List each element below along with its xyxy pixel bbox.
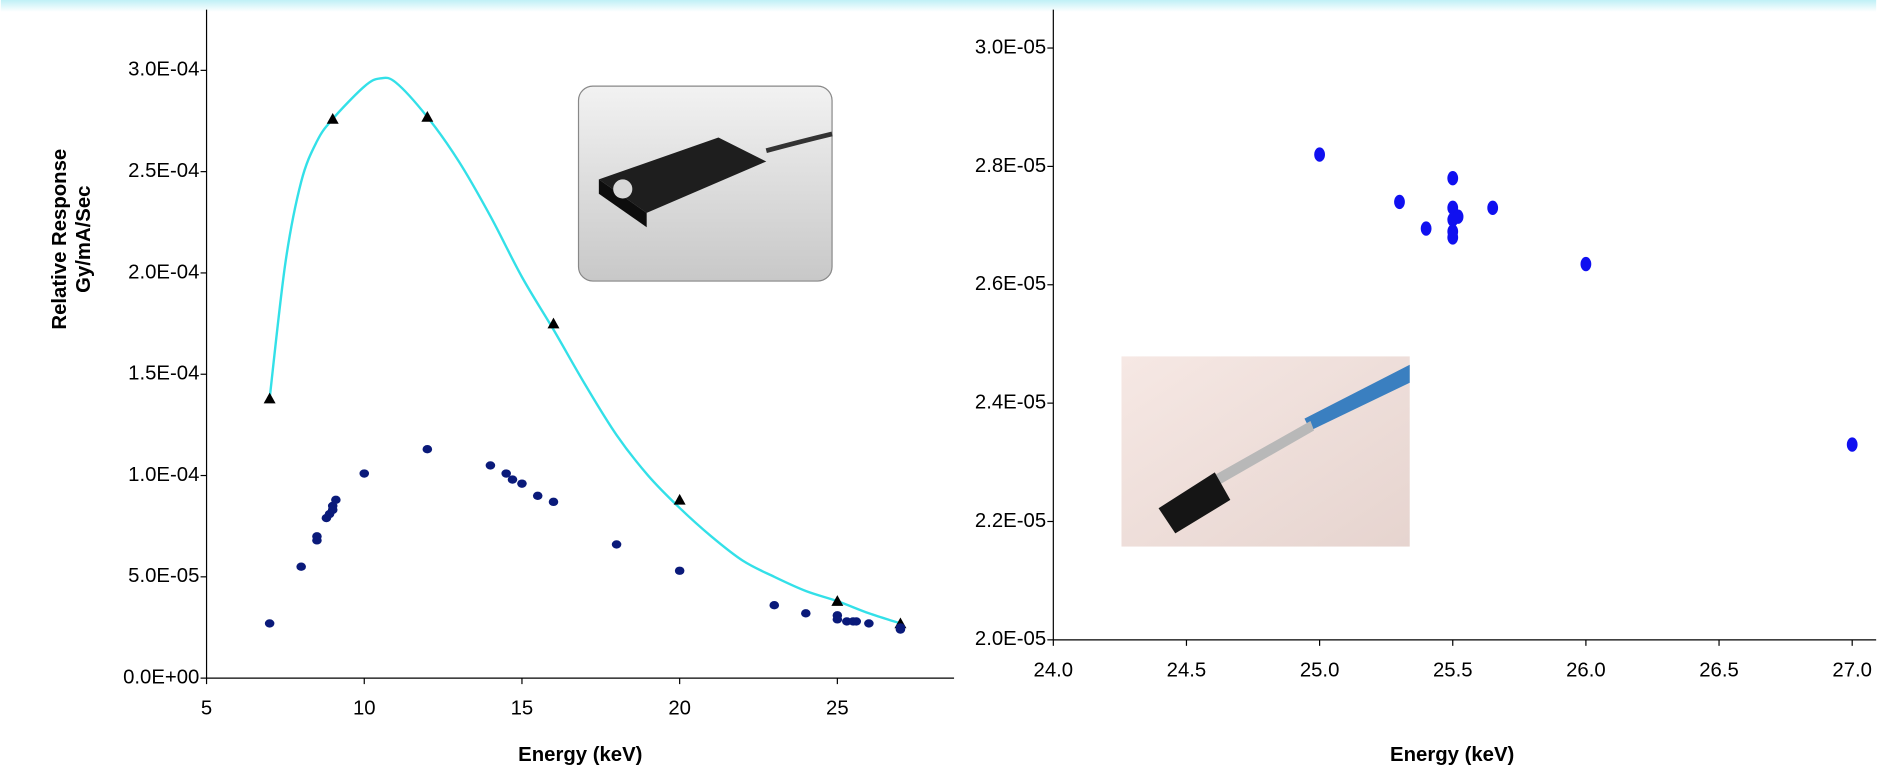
y-tick-label: 2.4E-05	[975, 392, 1046, 414]
chart-right: 2.0E-05 2.2E-05 2.4E-05 2.6E-05 2.8E-05 3.0E-…	[975, 10, 1876, 767]
point	[851, 617, 861, 625]
y-tick-label: 3.0E-05	[975, 36, 1046, 58]
point	[769, 601, 779, 609]
y-tick-label: 2.2E-05	[975, 510, 1046, 532]
point	[675, 567, 685, 575]
x-tick-label: 5	[201, 698, 212, 720]
x-tick-label: 10	[353, 698, 376, 720]
x-tick-label: 25	[826, 698, 849, 720]
page: {"chart_data": [ {"type": "scatter", "yl…	[0, 0, 1877, 775]
point	[1453, 210, 1464, 224]
point	[331, 496, 341, 504]
triangle-marker	[264, 393, 276, 404]
y-tick-label: 2.5E-04	[128, 160, 199, 182]
x-axis-label: Energy (keV)	[1390, 744, 1514, 766]
triangle-marker	[674, 494, 686, 505]
photo-sensor	[579, 86, 833, 281]
y-tick-label: 2.0E-05	[975, 628, 1046, 650]
point	[864, 619, 874, 627]
point	[486, 461, 496, 469]
point	[1447, 171, 1458, 185]
point	[1847, 437, 1858, 451]
x-tick-label: 24.0	[1034, 659, 1074, 681]
y-tick-label: 2.6E-05	[975, 273, 1046, 295]
top-band	[1, 0, 1876, 12]
point	[1487, 201, 1498, 215]
point	[265, 619, 275, 627]
point	[517, 479, 527, 487]
x-tick-label: 25.0	[1300, 659, 1340, 681]
point	[1421, 221, 1432, 235]
point	[312, 532, 322, 540]
y-tick-label: 3.0E-04	[128, 59, 199, 81]
photo-probe	[1121, 356, 1409, 546]
figure: 0.0E+00 5.0E-05 1.0E-04 1.5E-04 2.0E-04 2.5E-…	[0, 0, 1877, 775]
point	[359, 469, 369, 477]
point	[833, 615, 843, 623]
y-tick-label: 2.0E-04	[128, 261, 199, 283]
point	[896, 623, 906, 631]
x-tick-label: 26.0	[1566, 659, 1606, 681]
y-tick-label: 5.0E-05	[128, 565, 199, 587]
point	[1447, 230, 1458, 244]
x-axis-label: Energy (keV)	[518, 744, 642, 766]
point	[296, 563, 306, 571]
x-tick-label: 20	[668, 698, 691, 720]
y-tick-label: 1.5E-04	[128, 363, 199, 385]
point	[1394, 195, 1405, 209]
y-axis-label: Relative Response	[49, 149, 71, 330]
point	[533, 492, 543, 500]
point	[1581, 257, 1592, 271]
y-tick-label: 1.0E-04	[128, 464, 199, 486]
x-tick-label: 24.5	[1167, 659, 1207, 681]
y-axis-label: Gy/mA/Sec	[73, 186, 95, 293]
point	[1314, 147, 1325, 161]
point	[549, 498, 559, 506]
point	[423, 445, 433, 453]
x-tick-label: 26.5	[1699, 659, 1739, 681]
y-tick-label: 0.0E+00	[123, 666, 199, 688]
x-tick-label: 15	[511, 698, 534, 720]
y-tick-label: 2.8E-05	[975, 155, 1046, 177]
point	[508, 475, 518, 483]
point	[801, 609, 811, 617]
x-tick-label: 27.0	[1832, 659, 1872, 681]
point	[612, 540, 622, 548]
x-tick-label: 25.5	[1433, 659, 1473, 681]
